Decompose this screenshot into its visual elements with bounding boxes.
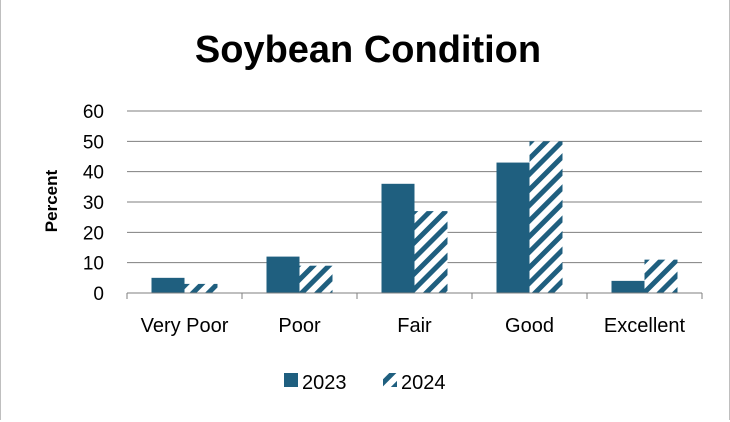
bar-2024-excellent (644, 259, 678, 293)
bar-2024-fair (414, 211, 448, 293)
x-tick-label: Poor (278, 315, 321, 337)
y-tick-labels: 0 10 20 30 40 50 60 (83, 102, 104, 305)
x-tick-label: Good (505, 315, 554, 337)
chart-title: Soybean Condition (195, 29, 541, 71)
x-tick-label: Fair (397, 315, 432, 337)
legend-label-2024: 2024 (401, 372, 446, 394)
bar-2023-very-poor (151, 277, 185, 293)
bar-2023-poor (266, 256, 300, 293)
bar-2023-fair (381, 183, 415, 293)
bar-2023-good (496, 162, 530, 293)
y-tick-label: 0 (93, 284, 104, 305)
y-tick-label: 40 (83, 163, 104, 184)
x-tick-label: Excellent (604, 315, 686, 337)
y-tick-label: 50 (83, 132, 104, 153)
bar-2024-very-poor (184, 283, 218, 293)
bar-2023-excellent (611, 280, 645, 293)
x-tick-label: Very Poor (141, 315, 229, 337)
legend-swatch-2023 (284, 373, 298, 387)
legend-swatch-2024 (383, 373, 397, 387)
x-tick-labels: Very Poor Poor Fair Good Excellent (141, 315, 686, 337)
bar-2024-poor (299, 265, 333, 293)
y-tick-label: 10 (83, 254, 104, 275)
y-tick-label: 60 (83, 102, 104, 123)
bar-2024-good (529, 141, 563, 293)
legend: 2023 2024 (284, 372, 446, 394)
legend-label-2023: 2023 (302, 372, 347, 394)
bars (151, 141, 678, 293)
x-axis (126, 292, 703, 299)
y-axis-label: Percent (42, 169, 61, 232)
y-tick-label: 20 (83, 223, 104, 244)
y-tick-label: 30 (83, 193, 104, 214)
